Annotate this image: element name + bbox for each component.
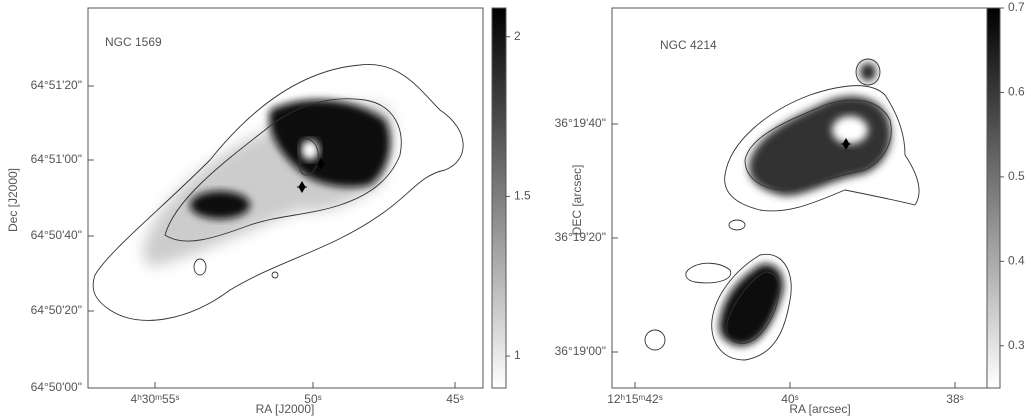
colorbar (986, 7, 1001, 389)
y-axis-label: Dec [J2000] (6, 168, 20, 232)
colorbar-tick-label: 0.7 (1008, 0, 1025, 14)
x-tick-label: 38ˢ (946, 392, 963, 406)
x-tick-label: 4ʰ30ᵐ55ˢ (131, 392, 180, 406)
plot-frame (611, 7, 988, 389)
colorbar-tick-label: 0.4 (1008, 254, 1025, 268)
y-tick-label: 64°51'20" (31, 78, 82, 92)
y-tick-label: 36°19'00" (555, 344, 606, 358)
x-tick-label: 12ʰ15ᵐ42ˢ (607, 392, 663, 406)
x-tick-label: 40ˢ (781, 392, 798, 406)
panel-label: NGC 4214 (660, 38, 717, 52)
y-tick-label: 64°51'00" (31, 152, 82, 166)
image-ngc1569 (92, 64, 464, 321)
y-tick-label: 64°50'40" (31, 228, 82, 242)
colorbar-tick-label: 0.3 (1008, 338, 1025, 352)
panel-label: NGC 1569 (105, 35, 162, 49)
image-ngc4214 (644, 58, 920, 361)
colorbar-tick-label: 0.6 (1008, 85, 1025, 99)
x-tick-label: 50ˢ (304, 392, 321, 406)
x-axis-label: RA [arcsec] (789, 402, 850, 416)
colorbar (491, 7, 507, 389)
colorbar-tick-label: 1 (514, 348, 521, 362)
colorbar-tick-label: 1.5 (514, 189, 531, 203)
y-tick-label: 36°19'40" (555, 116, 606, 130)
y-axis-label: DEC [arcsec] (570, 165, 584, 236)
y-tick-label: 36°19'20" (555, 230, 606, 244)
plot-frame (87, 7, 484, 389)
colorbar-tick-label: 0.5 (1008, 169, 1025, 183)
x-tick-label: 45ˢ (446, 392, 463, 406)
y-tick-label: 64°50'00" (31, 380, 82, 394)
colorbar-tick-label: 2 (514, 29, 521, 43)
x-axis-label: RA [J2000] (256, 402, 315, 416)
y-tick-label: 64°50'20" (31, 303, 82, 317)
